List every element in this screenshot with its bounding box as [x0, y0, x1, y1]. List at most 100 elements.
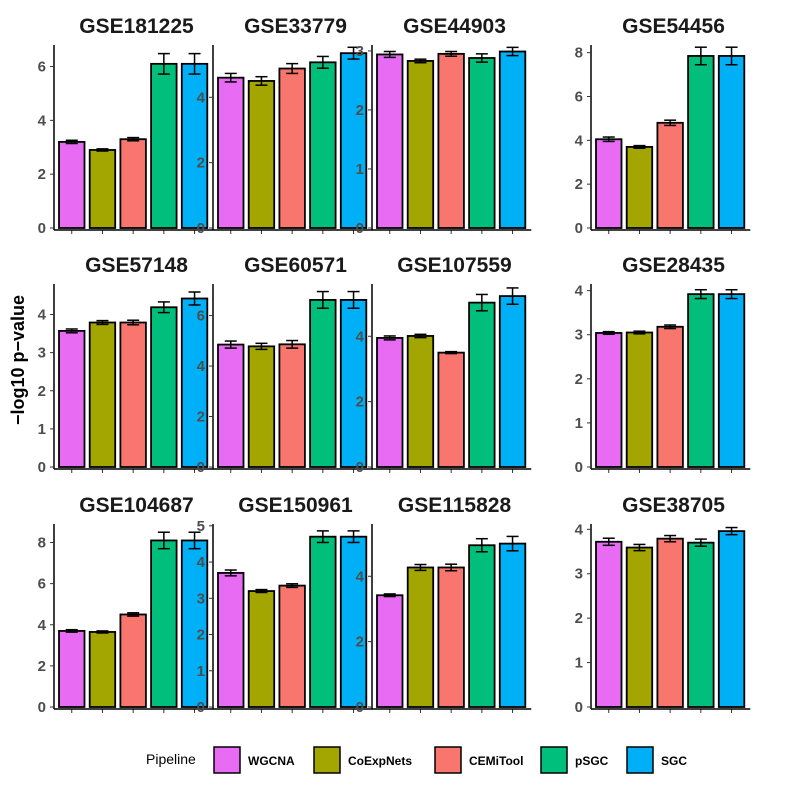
bar [377, 338, 403, 467]
panel-title: GSE57148 [85, 254, 188, 277]
bar [377, 54, 403, 228]
y-tick-label: 2 [356, 634, 364, 651]
bar [688, 56, 714, 228]
bar [310, 300, 336, 467]
legend-label: pSGC [575, 754, 609, 768]
bar [719, 531, 745, 707]
bar [279, 69, 305, 228]
y-tick-label: 4 [575, 283, 584, 300]
panel: GSE150961012345 [197, 494, 373, 716]
panel-title: GSE150961 [238, 494, 353, 517]
y-tick-label: 2 [197, 155, 205, 172]
bar [341, 537, 367, 707]
bar [500, 51, 526, 228]
bar [408, 567, 434, 707]
y-tick-label: 4 [38, 307, 47, 324]
panel-title: GSE107559 [397, 254, 511, 277]
bar [59, 631, 85, 707]
bar [657, 123, 683, 228]
y-tick-label: 6 [197, 308, 205, 325]
y-tick-label: 4 [197, 358, 206, 375]
legend-title: Pipeline [146, 751, 196, 767]
legend-item: pSGC [541, 747, 609, 773]
y-tick-label: 6 [575, 89, 583, 106]
panel: GSE449030123 [356, 15, 532, 237]
legend-swatch [435, 747, 461, 773]
chart-panels: GSE1812250246GSE33779024GSE449030123GSE5… [38, 15, 751, 716]
panel-title: GSE104687 [79, 494, 193, 517]
legend-item: SGC [627, 747, 687, 773]
panel: GSE115828 0 2 4 [356, 494, 532, 716]
bar [59, 331, 85, 467]
legend-item: CoExpNets [314, 747, 412, 773]
y-tick-label: 1 [575, 655, 583, 672]
y-tick-label: 3 [575, 327, 583, 344]
legend-label: SGC [661, 754, 687, 768]
y-tick-label: 2 [197, 627, 205, 644]
y-tick-label: 1 [575, 415, 583, 432]
bar [500, 296, 526, 467]
bar [310, 537, 336, 707]
y-tick-label: 0 [356, 699, 364, 716]
bar [719, 294, 745, 467]
y-tick-label: 6 [38, 576, 46, 593]
chart-figure: −log10 p−value GSE1812250246GSE33779024G… [0, 0, 789, 789]
y-tick-label: 0 [575, 459, 583, 476]
bar [279, 586, 305, 707]
legend: Pipeline WGCNA CoExpNets CEMiTool pSGC SGC [146, 747, 687, 773]
panel-title: GSE54456 [622, 15, 725, 38]
y-tick-label: 5 [197, 518, 205, 535]
bar [279, 344, 305, 467]
bar [218, 78, 244, 228]
bar [59, 142, 85, 228]
bar [341, 53, 367, 228]
y-tick-label: 4 [38, 112, 47, 129]
panel: GSE5445602468 [575, 15, 751, 237]
y-tick-label: 1 [197, 663, 205, 680]
panel: GSE38705 0 1 2 3 4 [575, 494, 751, 716]
y-tick-label: 1 [356, 161, 364, 178]
panel-title: GSE38705 [622, 494, 725, 517]
panel: GSE605710246 [197, 254, 373, 476]
y-tick-label: 2 [38, 166, 46, 183]
y-tick-label: 8 [38, 535, 46, 552]
panel-title: GSE28435 [622, 254, 725, 277]
legend-items: WGCNA CoExpNets CEMiTool pSGC SGC [214, 747, 687, 773]
y-tick-label: 2 [197, 409, 205, 426]
bar [627, 147, 653, 228]
bar [469, 545, 495, 707]
bar [249, 591, 275, 707]
bar [218, 573, 244, 707]
y-tick-label: 4 [575, 132, 584, 149]
panel-title: GSE33779 [244, 15, 347, 38]
y-axis-title: −log10 p−value [8, 295, 28, 425]
bar [438, 353, 464, 467]
bar [627, 548, 653, 707]
legend-label: CoExpNets [348, 754, 412, 768]
y-tick-label: 0 [38, 459, 46, 476]
bar [151, 307, 177, 467]
panel-title: GSE115828 [398, 494, 512, 517]
panel-title: GSE44903 [403, 15, 506, 38]
legend-swatch [214, 747, 240, 773]
y-tick-label: 0 [575, 220, 583, 237]
y-tick-label: 4 [356, 328, 365, 345]
y-tick-label: 0 [38, 220, 46, 237]
legend-swatch [541, 747, 567, 773]
bar [90, 150, 116, 228]
y-tick-label: 4 [356, 568, 365, 585]
y-tick-label: 6 [38, 59, 46, 76]
bar [469, 58, 495, 228]
legend-label: WGCNA [248, 754, 295, 768]
bar [90, 632, 116, 707]
y-tick-label: 2 [38, 383, 46, 400]
legend-item: WGCNA [214, 747, 295, 773]
y-tick-label: 2 [575, 371, 583, 388]
bar [408, 61, 434, 228]
y-tick-label: 2 [356, 394, 364, 411]
bar [657, 327, 683, 467]
legend-swatch [627, 747, 653, 773]
y-tick-label: 0 [197, 220, 205, 237]
bar [438, 567, 464, 707]
panel: GSE33779024 [197, 15, 373, 237]
